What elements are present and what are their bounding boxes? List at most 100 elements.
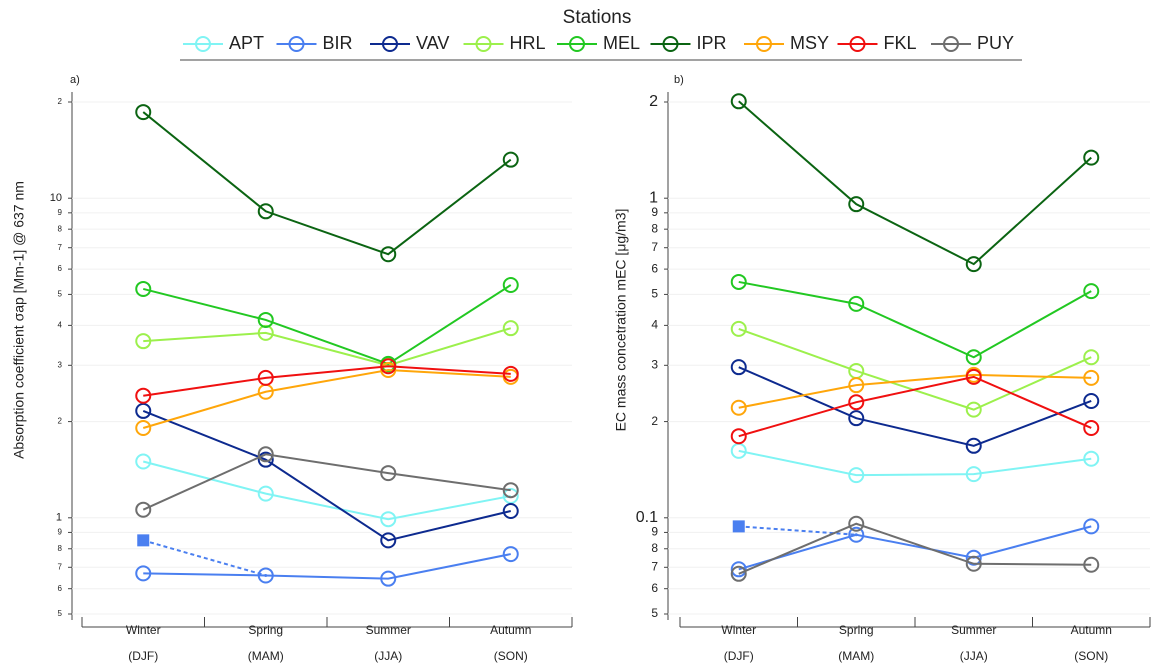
series-line (142, 409, 511, 542)
marker (1083, 349, 1100, 366)
marker (730, 273, 747, 290)
series-line (142, 111, 512, 256)
x-tick-label: Summer (951, 623, 996, 637)
series-line (738, 522, 1092, 575)
legend-label: IPR (697, 33, 727, 53)
x-tick-label: Spring (248, 623, 283, 637)
marker (848, 467, 865, 484)
legend-label: APT (229, 33, 264, 53)
legend-label: MEL (603, 33, 640, 53)
x-tick-label: Autumn (1071, 623, 1112, 637)
y-tick-label: 4 (58, 320, 63, 329)
series-line (143, 284, 512, 366)
y-tick-label: 1 (649, 189, 658, 206)
y-tick-label: 9 (651, 525, 658, 539)
marker (135, 419, 152, 436)
series-line (142, 369, 511, 429)
marker (1083, 419, 1100, 436)
marker (380, 246, 397, 263)
y-tick-label: 7 (58, 243, 63, 252)
y-tick-label: 5 (651, 287, 658, 301)
legend-title: Stations (563, 7, 632, 28)
legend-marker (569, 36, 585, 52)
y-tick-label: 5 (651, 606, 658, 620)
legend-marker (382, 36, 398, 52)
marker (135, 501, 152, 518)
marker (848, 526, 865, 543)
x-tick-label: Summer (366, 623, 411, 637)
x-tick-sublabel: (JJA) (374, 649, 402, 663)
y-tick-label: 8 (651, 541, 658, 555)
series-line (738, 373, 1092, 409)
marker (502, 365, 519, 382)
y-tick-label: 3 (58, 360, 63, 369)
legend-marker (849, 36, 866, 52)
marker (257, 369, 274, 386)
series-line (142, 453, 511, 511)
legend-label: FKL (884, 33, 917, 53)
y-tick-label: 2 (58, 417, 63, 426)
marker (965, 368, 982, 385)
series-line (143, 327, 512, 367)
marker (380, 570, 397, 587)
panel-label: b) (674, 74, 684, 86)
marker (848, 410, 865, 427)
marker (848, 295, 865, 312)
marker (965, 401, 982, 418)
series-line (738, 375, 1092, 438)
series-line (738, 525, 1092, 571)
series-line (142, 460, 511, 521)
y-tick-label: 6 (58, 584, 63, 593)
marker (380, 532, 397, 549)
marker (257, 203, 274, 220)
y-tick-label: 2 (649, 93, 658, 110)
panel-label: a) (70, 74, 80, 86)
x-tick-sublabel: (SON) (1074, 649, 1108, 663)
marker (135, 104, 152, 121)
marker (1083, 283, 1100, 300)
y-tick-label: 3 (651, 357, 658, 371)
legend-marker (288, 36, 305, 52)
marker (848, 394, 865, 411)
y-tick-label: 9 (58, 208, 63, 217)
dashed-line (738, 525, 857, 536)
marker (1083, 556, 1100, 573)
marker (257, 485, 274, 502)
marker (257, 324, 274, 341)
marker (1083, 518, 1100, 535)
marker (502, 546, 519, 563)
legend-label: MSY (790, 33, 829, 53)
y-tick-label: 8 (58, 544, 63, 553)
y-tick-label: 8 (651, 221, 658, 235)
marker (257, 567, 274, 584)
y-axis-title: EC mass concetration mEC [μg/m3] (613, 209, 629, 432)
x-tick-label: Autumn (490, 623, 531, 637)
marker (135, 280, 152, 297)
y-tick-label: 5 (58, 290, 63, 299)
series-line (738, 100, 1092, 266)
legend-label: PUY (977, 33, 1014, 53)
legend-label: BIR (323, 33, 353, 53)
marker (502, 488, 519, 505)
y-tick-label: 6 (651, 261, 658, 275)
marker (380, 511, 397, 528)
marker (965, 437, 982, 454)
marker (1083, 392, 1100, 409)
y-tick-label: 8 (58, 224, 63, 233)
x-tick-label: Winter (126, 623, 161, 637)
legend-marker (195, 36, 211, 52)
marker (135, 333, 152, 350)
legend-label: HRL (510, 33, 546, 53)
x-tick-label: Spring (839, 623, 874, 637)
square-marker (732, 520, 745, 533)
x-tick-sublabel: (SON) (494, 649, 528, 663)
x-tick-sublabel: (MAM) (838, 649, 874, 663)
legend-label: VAV (416, 33, 449, 53)
y-tick-label: 7 (651, 559, 658, 573)
marker (257, 451, 274, 468)
marker (965, 555, 982, 572)
y-tick-label: 0.1 (636, 509, 658, 526)
y-tick-label: 7 (58, 562, 63, 571)
marker (257, 311, 274, 328)
